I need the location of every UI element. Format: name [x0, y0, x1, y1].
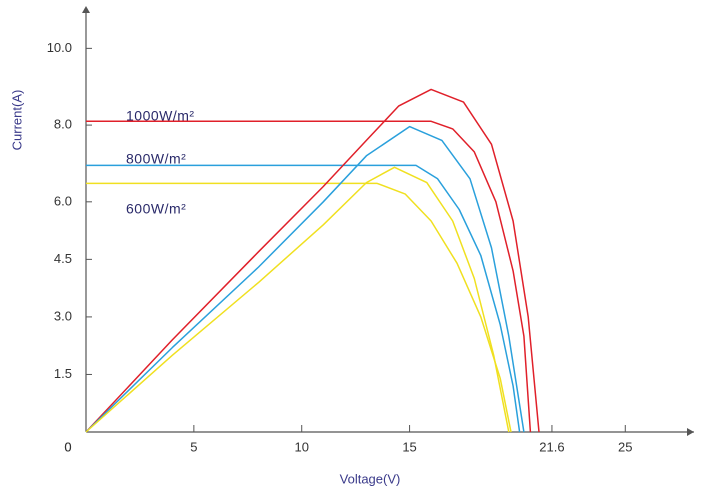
series-line	[86, 164, 521, 433]
y-tick-label: 4.5	[54, 251, 72, 266]
y-tick-label: 8.0	[54, 117, 72, 132]
y-tick-label: 0	[64, 439, 71, 454]
x-tick-label: 0	[64, 439, 71, 454]
series-line	[86, 182, 512, 433]
series-line	[85, 166, 510, 433]
series-line	[85, 88, 540, 433]
series-line	[86, 120, 532, 433]
series-label: 600W/m²	[126, 201, 186, 217]
x-tick-label: 21.6	[539, 439, 564, 454]
y-axis-arrow	[82, 6, 90, 13]
series-label: 1000W/m²	[126, 108, 195, 124]
y-tick-label: 6.0	[54, 193, 72, 208]
y-tick-label: 10.0	[47, 40, 72, 55]
y-axis-label: Current(A)	[9, 90, 24, 151]
series-line	[85, 125, 525, 433]
y-tick-label: 1.5	[54, 366, 72, 381]
x-axis-arrow	[687, 428, 694, 436]
x-tick-label: 25	[618, 439, 632, 454]
x-tick-label: 15	[402, 439, 416, 454]
x-axis-label: Voltage(V)	[340, 471, 401, 486]
x-tick-label: 5	[190, 439, 197, 454]
series-label: 800W/m²	[126, 151, 186, 167]
x-tick-label: 10	[294, 439, 308, 454]
y-tick-label: 3.0	[54, 308, 72, 323]
